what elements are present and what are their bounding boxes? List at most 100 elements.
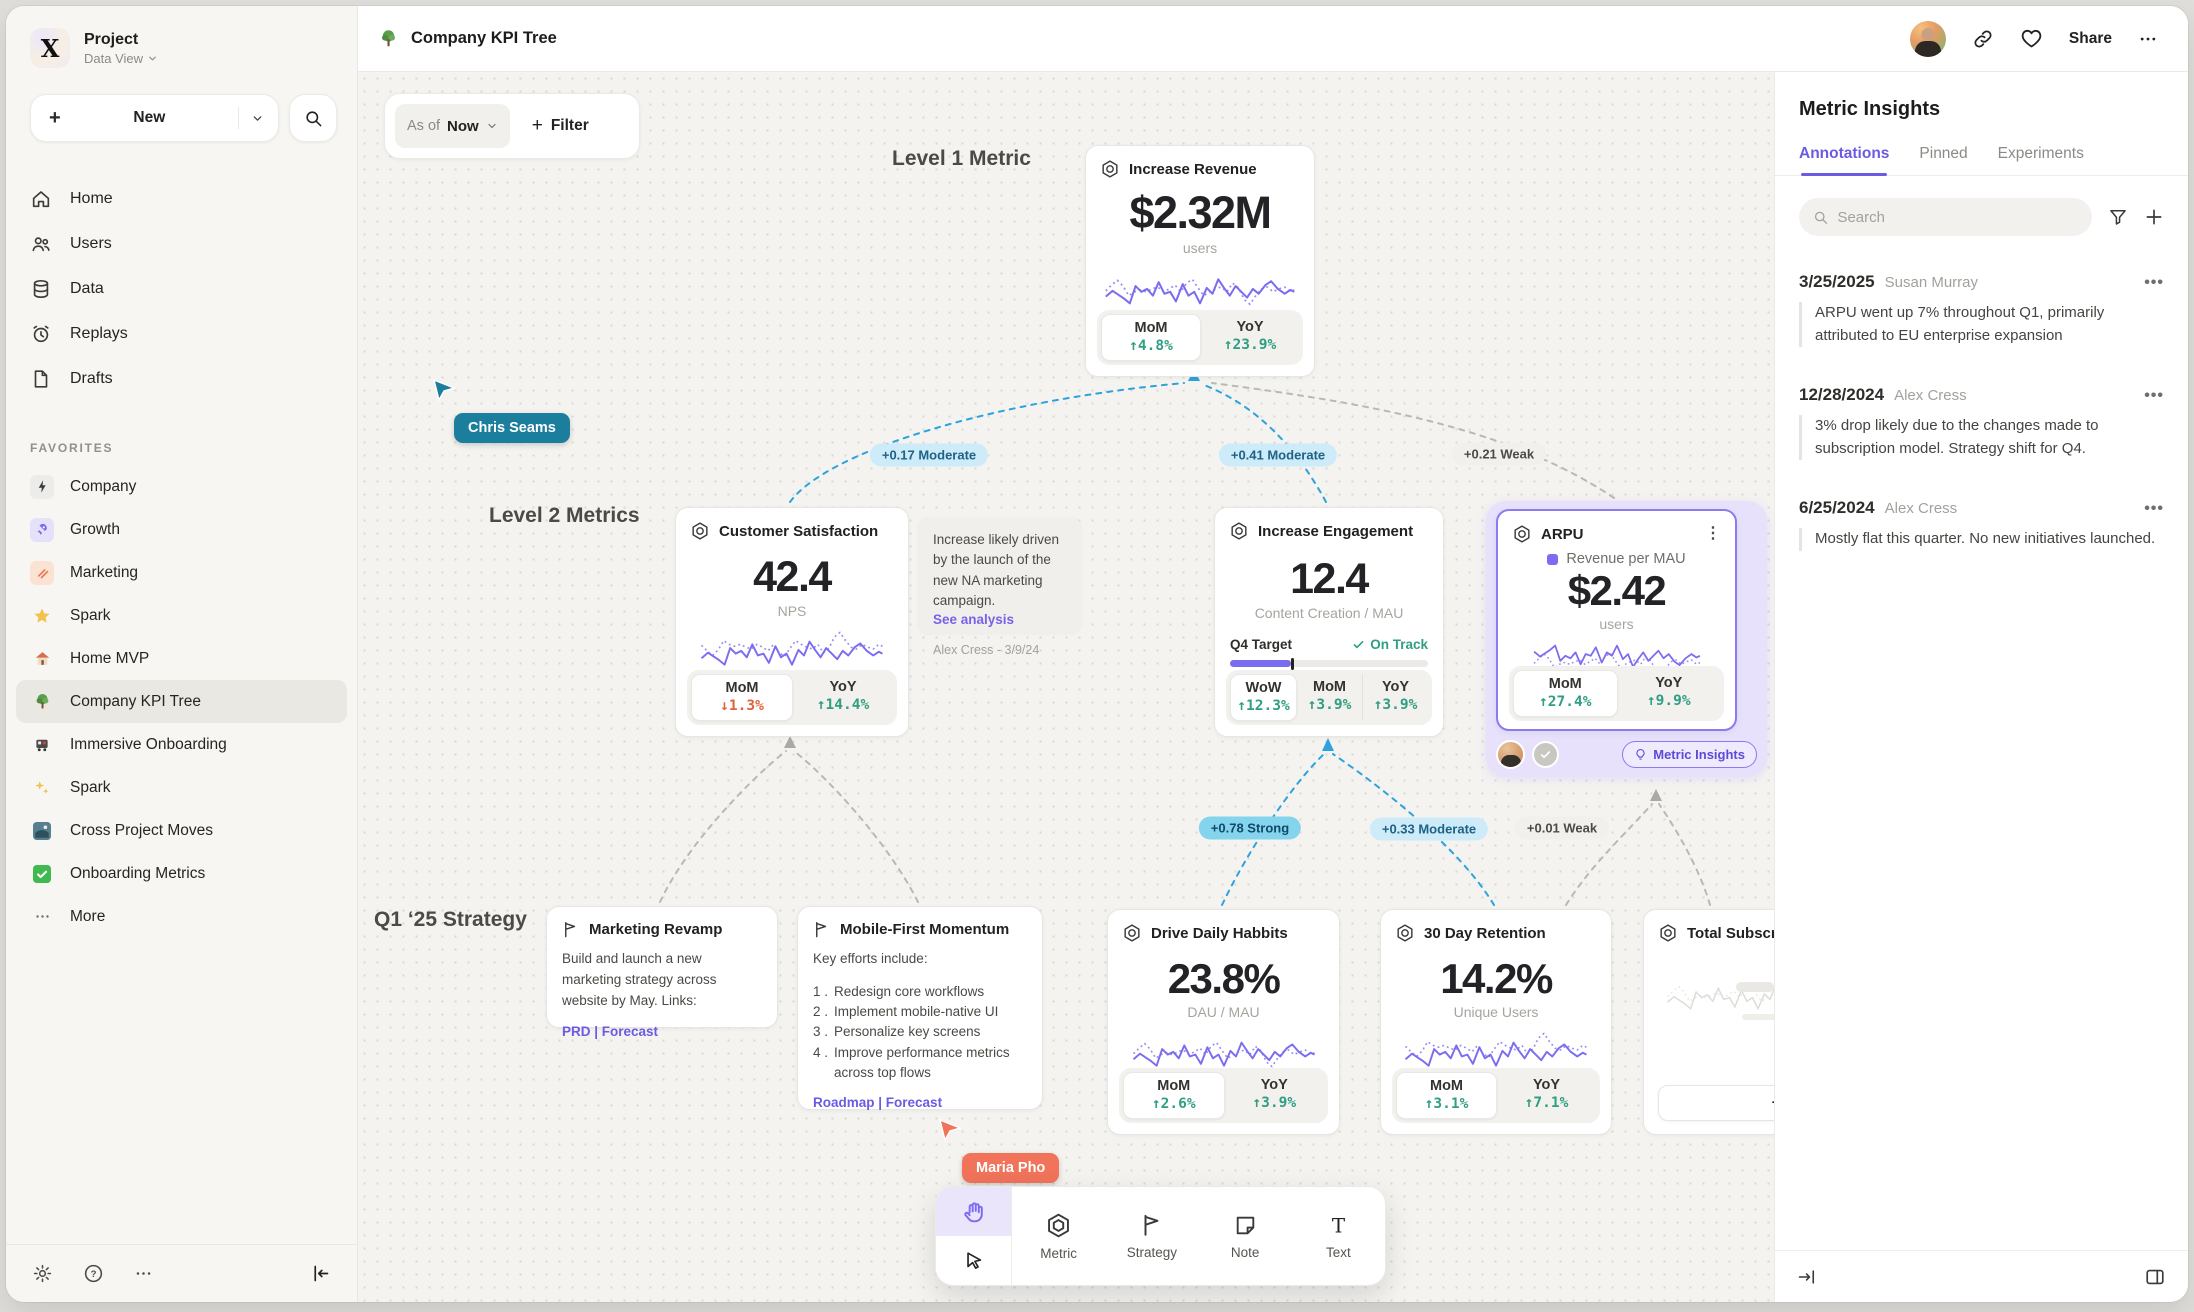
target-progress-fill — [1230, 660, 1292, 667]
select-tool-button[interactable] — [936, 1236, 1011, 1285]
metric-icon — [1397, 924, 1413, 942]
annotation-item[interactable]: 12/28/2024 Alex Cress ••• 3% drop likely… — [1799, 385, 2164, 460]
verified-check-badge — [1532, 740, 1559, 768]
tool-text[interactable]: T Text — [1325, 1213, 1351, 1260]
collapse-sidebar-button[interactable] — [310, 1263, 331, 1284]
annotation-menu-button[interactable]: ••• — [2144, 500, 2164, 517]
sidebar-item-users[interactable]: Users — [16, 221, 347, 266]
flag-icon — [565, 922, 576, 938]
sidebar-item-more[interactable]: More — [16, 895, 347, 938]
card-increase-engagement[interactable]: Increase Engagement 12.4 Content Creatio… — [1214, 507, 1444, 737]
chip-mom: MoM ↑27.4% — [1513, 670, 1618, 717]
user-avatar[interactable] — [1909, 20, 1946, 57]
chip-wow: WoW ↑12.3% — [1230, 674, 1297, 721]
tab-experiments[interactable]: Experiments — [1997, 145, 2084, 162]
sidebar-item-drafts[interactable]: Drafts — [16, 356, 347, 401]
tool-metric[interactable]: Metric — [1012, 1187, 1105, 1285]
tool-strategy[interactable]: Strategy — [1105, 1187, 1198, 1285]
metric-unit: NPS — [777, 603, 807, 619]
svg-text:?: ? — [91, 1269, 97, 1280]
hand-tool-button[interactable] — [936, 1187, 1011, 1236]
see-analysis-link[interactable]: See analysis — [933, 612, 1015, 627]
as-of-selector[interactable]: As of Now — [395, 104, 510, 148]
tab-pinned[interactable]: Pinned — [1919, 145, 1968, 162]
collaborator-cursor-chris: Chris Seams — [432, 378, 570, 443]
sidebar-item-data[interactable]: Data — [16, 266, 347, 311]
copy-link-button[interactable] — [1972, 28, 1994, 50]
tree-icon — [382, 30, 395, 47]
card-mobile-first-momentum[interactable]: Mobile-First Momentum Key efforts includ… — [797, 906, 1043, 1110]
add-annotation-button[interactable] — [2144, 207, 2164, 227]
chip-yoy: YoY ↑3.9% — [1252, 1077, 1297, 1111]
chevron-down-icon[interactable] — [251, 112, 264, 125]
card-increase-revenue[interactable]: Increase Revenue $2.32M users MoM ↑4.8% … — [1085, 145, 1315, 377]
legend-swatch — [1547, 553, 1559, 565]
chip-yoy: YoY ↑23.9% — [1223, 319, 1277, 353]
new-button[interactable]: + New — [30, 94, 279, 142]
annotation-item[interactable]: 3/25/2025 Susan Murray ••• ARPU went up … — [1799, 272, 2164, 347]
favorite-button[interactable] — [2020, 27, 2043, 50]
card-total-subscriptions[interactable]: Total Subscriptions + Connect — [1643, 909, 1774, 1135]
train-icon — [30, 733, 54, 757]
share-button[interactable]: Share — [2068, 29, 2112, 47]
strategy-links[interactable]: PRD | Forecast — [562, 1023, 659, 1039]
check-icon — [1353, 640, 1364, 649]
kpi-tree-canvas[interactable]: As of Now + Filter Level 1 Metric Level … — [358, 72, 1774, 1302]
connect-button[interactable]: + Connect — [1658, 1085, 1774, 1121]
annotation-menu-button[interactable]: ••• — [2144, 274, 2164, 291]
annotation-date: 6/25/2024 — [1799, 498, 1875, 517]
card-drive-daily-habbits[interactable]: Drive Daily Habbits 23.8% DAU / MAU MoM … — [1107, 909, 1340, 1135]
project-switcher[interactable]: X Project Data View — [30, 28, 337, 68]
metric-insights-chip[interactable]: Metric Insights — [1622, 740, 1757, 768]
sidebar-item-spark-2[interactable]: Spark — [16, 766, 347, 809]
sidebar-item-growth[interactable]: Growth — [16, 508, 347, 551]
sidebar-item-onboarding-metrics[interactable]: Onboarding Metrics — [16, 852, 347, 895]
annotation-menu-button[interactable]: ••• — [2144, 387, 2164, 404]
section-label-level2: Level 2 Metrics — [489, 504, 640, 527]
sidebar-item-immersive-onboarding[interactable]: Immersive Onboarding — [16, 723, 347, 766]
collapse-left-icon — [314, 1265, 329, 1282]
project-view-selector[interactable]: Data View — [84, 51, 158, 66]
page-title: Company KPI Tree — [411, 29, 557, 47]
chevron-down-icon — [149, 56, 156, 60]
header-more-button[interactable] — [2138, 29, 2158, 49]
sidebar-item-cross-project-moves[interactable]: Cross Project Moves — [16, 809, 347, 852]
search-input[interactable] — [1837, 208, 2078, 226]
check-square-icon — [30, 862, 54, 886]
sidebar-item-company-kpi-tree[interactable]: Company KPI Tree — [16, 680, 347, 723]
sidebar-item-home[interactable]: Home — [16, 176, 347, 221]
tab-annotations[interactable]: Annotations — [1799, 145, 1889, 176]
tool-note[interactable]: Note — [1199, 1187, 1292, 1285]
annotation-item[interactable]: 6/25/2024 Alex Cress ••• Mostly flat thi… — [1799, 498, 2164, 551]
filter-annotations-button[interactable] — [2108, 207, 2128, 227]
sidebar-item-company[interactable]: Company — [16, 465, 347, 508]
sidebar-item-home-mvp[interactable]: Home MVP — [16, 637, 347, 680]
help-button[interactable]: ? — [83, 1263, 104, 1284]
sidebar-item-spark[interactable]: Spark — [16, 594, 347, 637]
more-options-button[interactable] — [134, 1264, 153, 1283]
layout-split-button[interactable] — [2144, 1266, 2166, 1288]
plus-icon — [2146, 209, 2162, 225]
target-progress-bar — [1230, 657, 1428, 670]
sidebar-item-marketing[interactable]: Marketing — [16, 551, 347, 594]
arrow-to-right-icon — [1798, 1269, 1815, 1284]
card-marketing-revamp[interactable]: Marketing Revamp Build and launch a new … — [546, 906, 778, 1039]
metric-value: $2.42 — [1567, 567, 1667, 614]
tree-icon — [30, 690, 54, 714]
chip-yoy: YoY ↑3.9% — [1362, 674, 1428, 721]
collapse-panel-button[interactable] — [1797, 1267, 1817, 1287]
strategy-links[interactable]: Roadmap | Forecast — [813, 1095, 943, 1111]
card-30-day-retention[interactable]: 30 Day Retention 14.2% Unique Users MoM … — [1380, 909, 1612, 1135]
annotation-note-card[interactable]: Increase likely driven by the launch of … — [918, 517, 1081, 657]
card-arpu[interactable]: ARPU ⋮ Revenue per MAU $2.42 users MoM ↑… — [1496, 509, 1737, 731]
skeleton-placeholder — [1742, 1014, 1774, 1020]
chip-mom: MoM ↓1.3% — [691, 674, 793, 721]
search-button[interactable] — [289, 94, 337, 142]
settings-button[interactable] — [32, 1263, 53, 1284]
card-menu-button[interactable]: ⋮ — [1705, 525, 1721, 543]
filter-button[interactable]: + Filter — [531, 115, 589, 136]
card-customer-satisfaction[interactable]: Customer Satisfaction 42.4 NPS MoM ↓1.3%… — [675, 507, 909, 737]
annotations-search[interactable] — [1799, 198, 2092, 236]
sidebar-item-replays[interactable]: Replays — [16, 311, 347, 356]
edge-label: +0.78 Strong — [1198, 816, 1302, 840]
